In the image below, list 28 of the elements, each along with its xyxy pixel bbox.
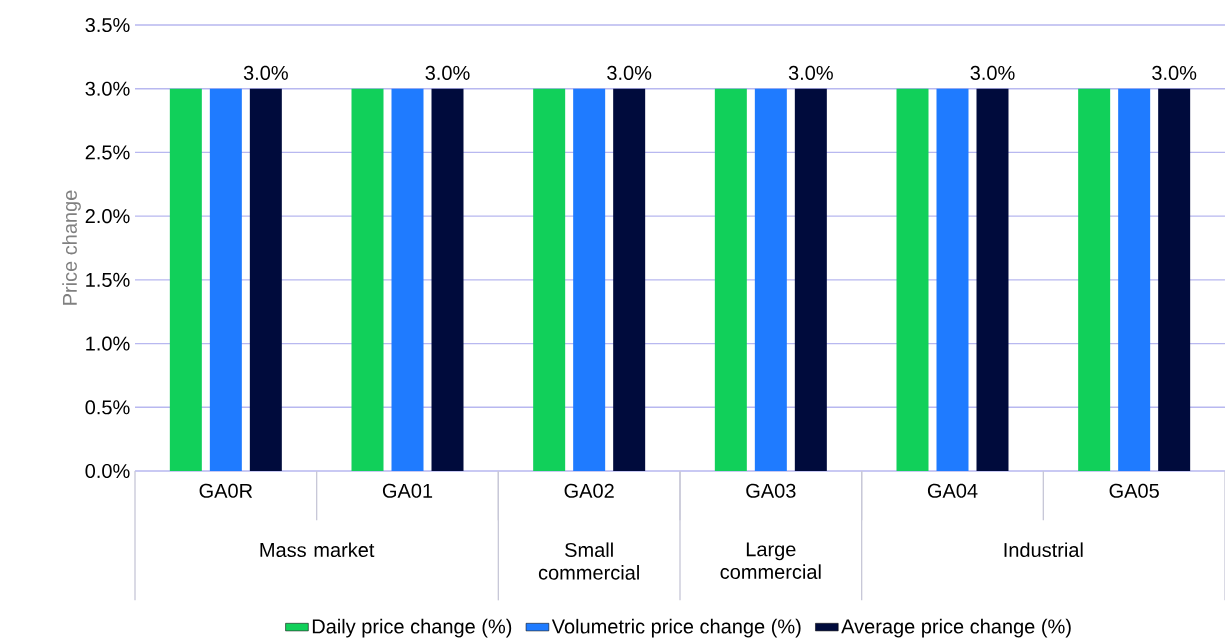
x-tick-label: GA03 <box>746 483 796 498</box>
y-tick-label: 2.5% <box>85 145 130 160</box>
data-label: 3.0% <box>1152 65 1197 80</box>
x-tick-label: GA05 <box>1109 483 1159 498</box>
y-tick-label: 0.0% <box>85 463 130 479</box>
x-tick-label: GA04 <box>927 483 978 498</box>
data-label: 3.0% <box>788 65 833 80</box>
y-tick-label: 1.5% <box>86 272 130 287</box>
data-label: 3.0% <box>243 65 288 80</box>
data-label: 3.0% <box>425 65 470 80</box>
y-tick-label: 3.5% <box>85 17 130 33</box>
text: Large commercial <box>720 542 821 579</box>
data-label: 3.0% <box>607 65 652 80</box>
legend-label: Average price change (%) <box>841 618 1071 638</box>
y-tick-label: 1.0% <box>86 336 130 351</box>
text: Mass market <box>260 542 375 558</box>
x-tick-label: GA01 <box>382 483 433 498</box>
data-label: 3.0% <box>970 65 1015 80</box>
x-tick-label: GA02 <box>564 483 614 498</box>
x-tick-label: GA0R <box>199 483 253 498</box>
text: Industrial <box>1004 542 1083 558</box>
y-tick-label: 3.0% <box>85 81 130 96</box>
text: Small commercial <box>538 542 639 580</box>
y-tick-label: 2.0% <box>85 209 130 224</box>
legend-label: Daily price change (%) <box>312 618 512 638</box>
y-tick-label: 0.5% <box>85 400 130 415</box>
legend-label: Volumetric price change (%) <box>551 618 801 638</box>
y-axis-title: Price change <box>62 190 81 305</box>
